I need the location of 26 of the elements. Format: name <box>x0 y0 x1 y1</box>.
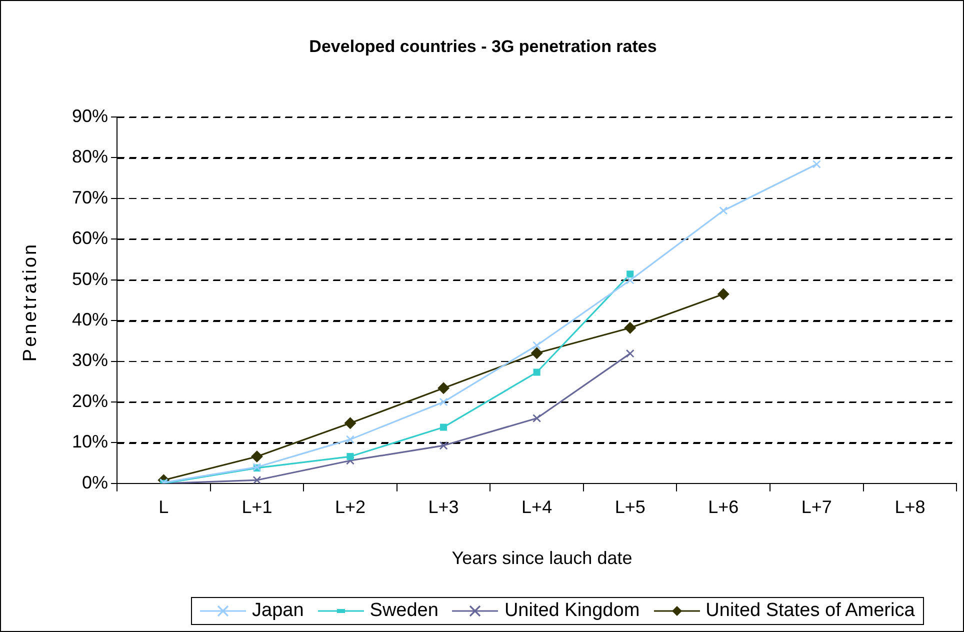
x-tick-label: L+4 <box>522 497 552 518</box>
x-tick-label: L+6 <box>708 497 739 518</box>
legend-label: Japan <box>252 600 304 622</box>
legend-label: United States of America <box>706 600 915 622</box>
x-axis-title: Years since lauch date <box>450 548 634 569</box>
y-tick-label: 60% <box>72 228 108 248</box>
x-tick-label: L+7 <box>801 497 832 518</box>
x-tick-label: L+8 <box>894 497 926 518</box>
y-tick-label: 50% <box>72 268 108 289</box>
y-tick-label: 40% <box>72 310 108 330</box>
x-tick-label: L+1 <box>242 497 272 518</box>
legend-label: United Kingdom <box>504 600 640 622</box>
y-tick-label: 10% <box>72 432 108 452</box>
y-tick-label: 0% <box>82 472 108 492</box>
y-tick-label: 90% <box>72 106 108 126</box>
y-tick-label: 20% <box>72 390 108 411</box>
x-tick-label: L+5 <box>614 497 646 518</box>
x-tick-label: L+2 <box>334 497 366 518</box>
x-tick-label: L+3 <box>428 497 459 518</box>
y-axis-title: Penetration <box>20 241 42 364</box>
y-tick-label: 70% <box>72 187 108 208</box>
y-tick-label: 80% <box>72 146 108 167</box>
y-tick-label: 30% <box>72 350 108 370</box>
legend-label: Sweden <box>370 600 438 622</box>
chart-title: Developed countries - 3G penetration rates <box>308 37 658 57</box>
x-tick-label: L <box>158 497 169 518</box>
